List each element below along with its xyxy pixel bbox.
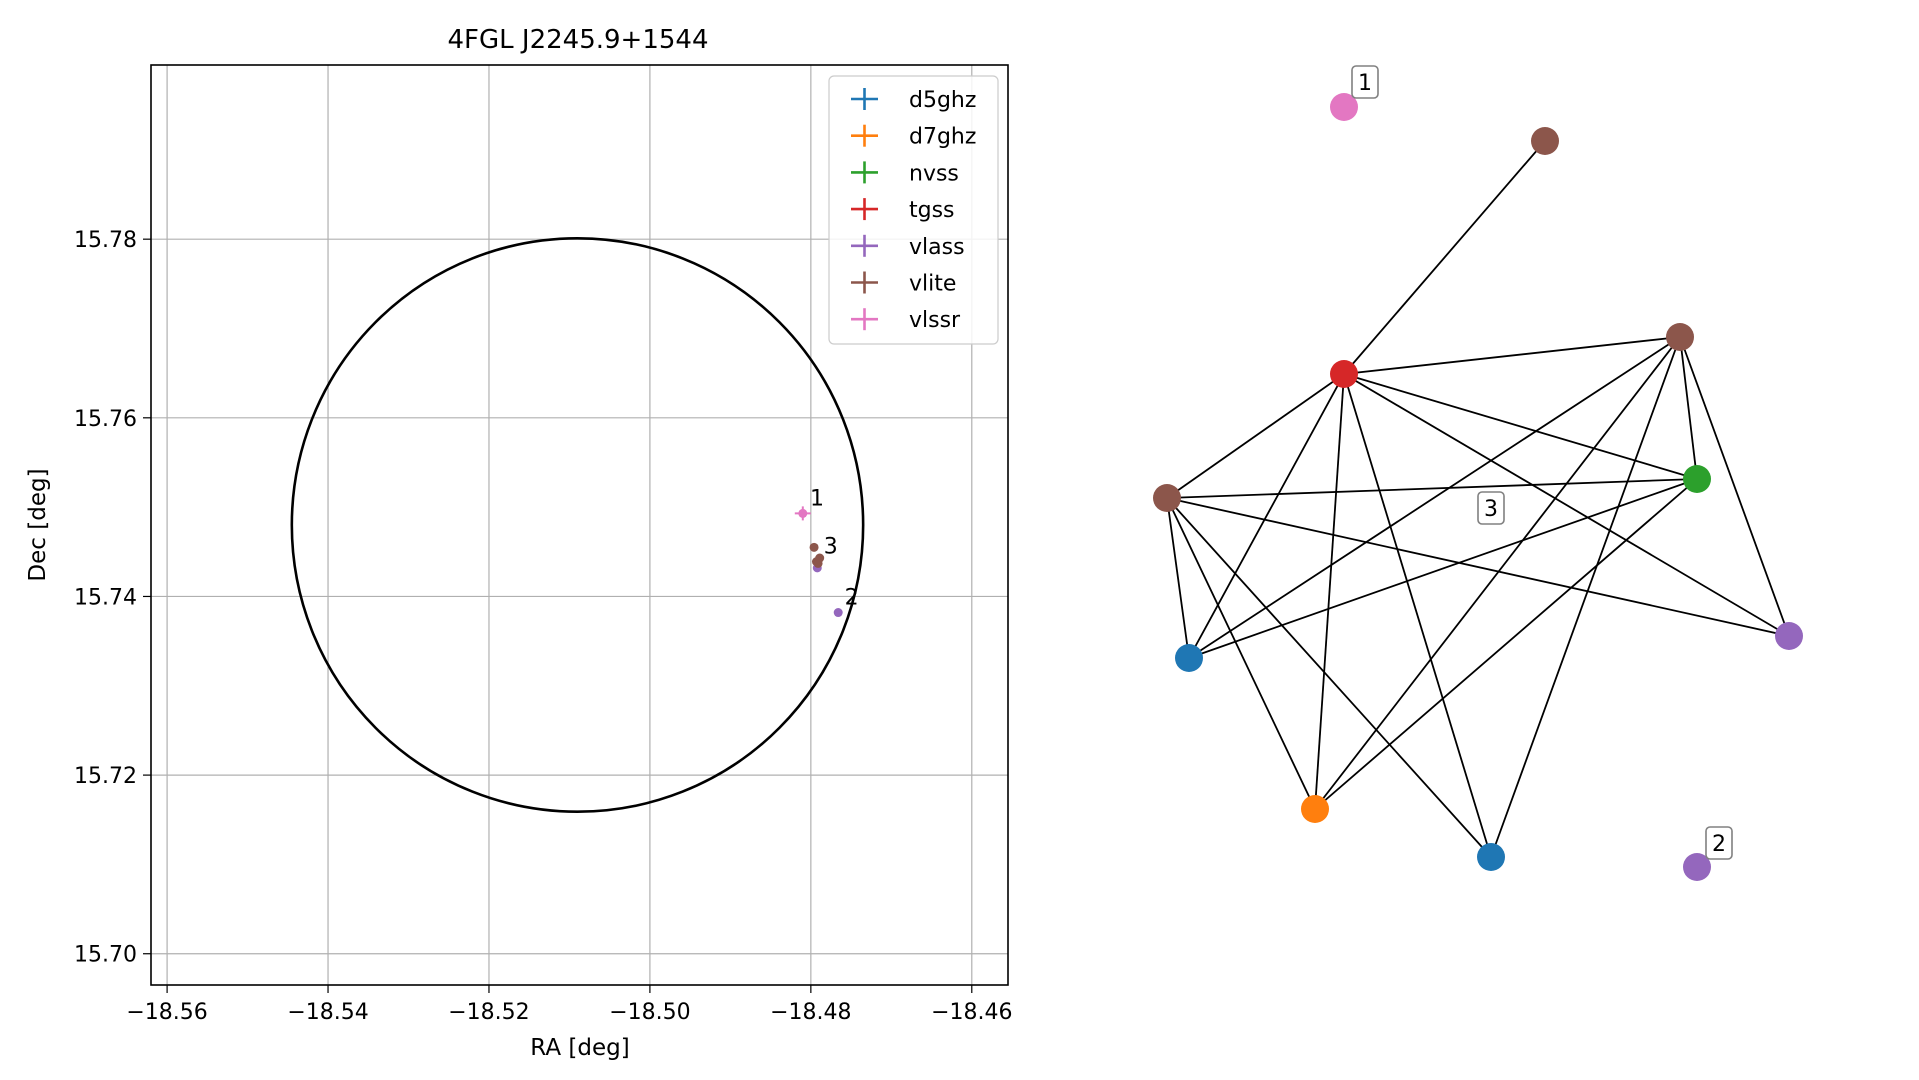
node-labels-layer: 1 2 3 — [1351, 65, 1733, 860]
graph-edge — [1314, 478, 1698, 810]
y-axis-label: Dec [deg] — [25, 468, 51, 581]
graph-edge — [1314, 373, 1345, 810]
graph-node-n5 — [1153, 484, 1181, 512]
legend-label-vlass: vlass — [909, 235, 965, 260]
legend-label-d5ghz: d5ghz — [909, 88, 976, 113]
data-point-vlite — [813, 558, 823, 568]
data-point-vlass — [833, 608, 843, 618]
data-point-vlite — [809, 542, 819, 552]
graph-edge — [1166, 497, 1492, 858]
network-graph-panel: 1 2 3 — [1153, 65, 1803, 881]
legend-label-nvss: nvss — [909, 161, 959, 186]
annotations-layer: 132 — [810, 486, 859, 610]
graph-node-n4 — [1666, 323, 1694, 351]
graph-edge — [1188, 373, 1345, 659]
x-tick-label: −18.46 — [931, 1000, 1012, 1025]
points-layer — [794, 506, 843, 618]
graph-edge — [1188, 478, 1698, 659]
graph-edge — [1679, 336, 1698, 480]
x-tick-label: −18.52 — [448, 1000, 529, 1025]
data-point-vlssr — [798, 508, 808, 518]
y-tick-label: 15.76 — [74, 407, 137, 432]
graph-edge — [1679, 336, 1790, 637]
graph-edge — [1343, 373, 1790, 637]
point-annotation: 1 — [810, 486, 824, 511]
graph-edge — [1343, 140, 1546, 375]
x-tick-label: −18.50 — [609, 1000, 690, 1025]
node-label-box — [1477, 491, 1505, 525]
graph-edge — [1166, 373, 1345, 499]
graph-node-n1 — [1330, 93, 1358, 121]
axes-frame — [150, 64, 1009, 986]
localization-ellipse — [290, 236, 865, 814]
y-tick-label: 15.70 — [74, 943, 137, 968]
legend-label-vlite: vlite — [909, 272, 956, 297]
point-annotation: 2 — [845, 585, 859, 610]
graph-edge — [1343, 336, 1681, 375]
graph-edge — [1314, 336, 1681, 810]
point-annotation: 3 — [824, 535, 838, 560]
graph-node-n7 — [1775, 622, 1803, 650]
graph-edge — [1166, 497, 1190, 659]
graph-node-n11 — [1683, 853, 1711, 881]
legend-box — [828, 75, 999, 345]
node-label-box — [1705, 826, 1733, 860]
graph-edge — [1166, 497, 1316, 810]
node-label: 1 — [1358, 71, 1372, 96]
graph-node-n3 — [1330, 360, 1358, 388]
y-tick-label: 15.74 — [74, 585, 137, 610]
graph-edge — [1166, 497, 1790, 637]
graph-edge — [1166, 478, 1698, 499]
x-tick-label: −18.48 — [770, 1000, 851, 1025]
graph-edge — [1188, 336, 1681, 659]
legend: d5ghz d7ghz nvss tgss vlass vlite vlssr — [828, 75, 999, 345]
x-axis-label: RA [deg] — [530, 1035, 629, 1061]
node-label: 2 — [1712, 832, 1726, 857]
graph-edge — [1343, 373, 1492, 858]
graph-node-n9 — [1301, 795, 1329, 823]
graph-edge — [1490, 336, 1681, 858]
x-ticks: −18.56 −18.54 −18.52 −18.50 −18.48 −18.46 — [126, 985, 1012, 1025]
y-tick-label: 15.72 — [74, 764, 137, 789]
ellipse-layer — [290, 236, 865, 814]
chart-title: 4FGL J2245.9+1544 — [448, 25, 709, 55]
legend-label-d7ghz: d7ghz — [909, 125, 976, 150]
graph-node-n8 — [1175, 644, 1203, 672]
y-tick-label: 15.78 — [74, 228, 137, 253]
legend-label-vlssr: vlssr — [909, 308, 961, 333]
graph-node-n2 — [1531, 127, 1559, 155]
node-label-box — [1351, 65, 1379, 99]
scatter-plot-panel: 4FGL J2245.9+1544 132 −18.56 −18.54 −18.52… — [25, 25, 1012, 1061]
graph-edge — [1343, 373, 1698, 480]
graph-node-n10 — [1477, 843, 1505, 871]
x-tick-label: −18.54 — [287, 1000, 368, 1025]
graph-node-n6 — [1683, 465, 1711, 493]
nodes-layer — [1153, 93, 1803, 881]
edges-layer — [1166, 140, 1790, 858]
y-ticks: 15.70 15.72 15.74 15.76 15.78 — [74, 228, 151, 968]
legend-label-tgss: tgss — [909, 198, 955, 223]
node-label: 3 — [1484, 497, 1498, 522]
x-tick-label: −18.56 — [126, 1000, 207, 1025]
